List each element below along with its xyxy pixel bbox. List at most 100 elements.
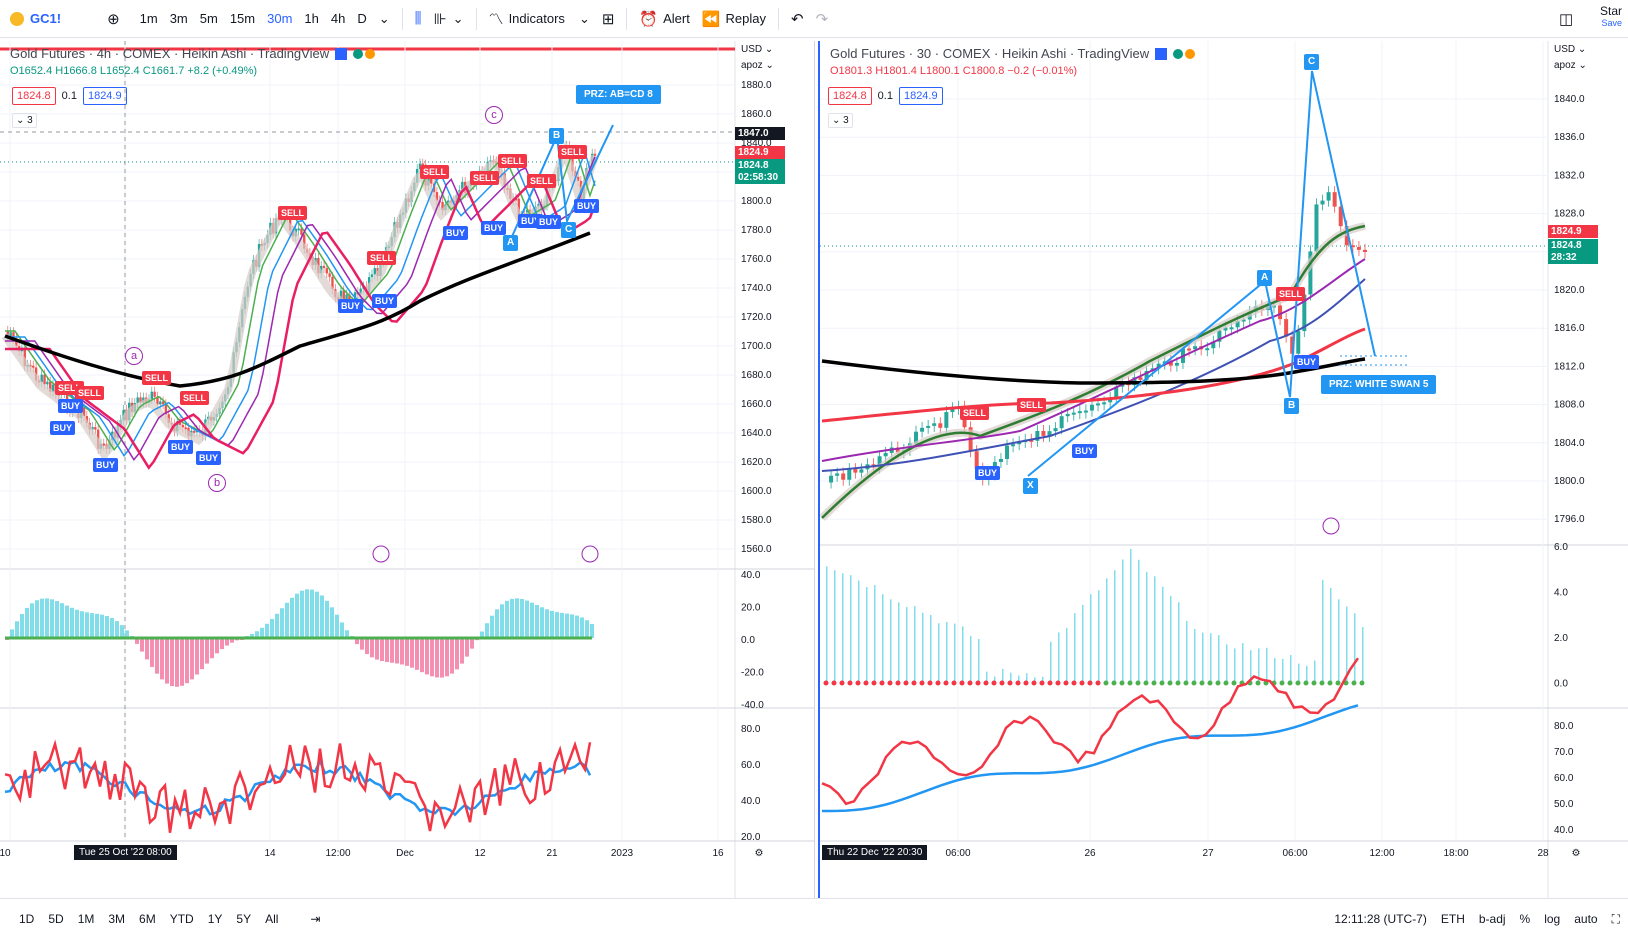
price-tick: 1836.0 <box>1554 132 1585 143</box>
left-chart-pane[interactable]: 1880.01860.01840.01820.01800.01780.01760… <box>0 41 815 898</box>
osc-bar <box>160 638 164 680</box>
osc-bar <box>1226 644 1228 683</box>
osc-bar <box>300 590 304 638</box>
ma-red <box>821 327 1366 423</box>
range-5y[interactable]: 5Y <box>236 912 252 926</box>
templates-button[interactable]: ⊞ <box>596 4 621 34</box>
indicators-label: Indicators <box>508 11 565 26</box>
candle-body <box>1241 319 1246 322</box>
chart-type-button[interactable]: ⊪ ⌄ <box>428 4 470 34</box>
osc-bar <box>1130 548 1132 683</box>
osc-bar <box>120 625 124 638</box>
osc-bar <box>906 607 908 683</box>
time-tick: 27 <box>1202 848 1214 859</box>
osc-dot <box>1079 680 1085 686</box>
osc-dot <box>1135 680 1141 686</box>
goto-date-icon[interactable]: ⇥ <box>310 912 321 926</box>
range-6m[interactable]: 6M <box>139 912 156 926</box>
ask-button[interactable]: 1824.9 <box>898 87 943 105</box>
right-chart-canvas[interactable]: 1840.01836.01832.01828.01824.01820.01816… <box>820 41 1628 898</box>
osc-bar <box>45 598 49 638</box>
status-dots <box>353 48 376 59</box>
candle-body <box>300 228 303 235</box>
compare-button[interactable]: ⊕ <box>101 4 126 34</box>
osc-bar <box>270 619 274 638</box>
osc-bar <box>1018 675 1020 683</box>
fullscreen-icon[interactable]: ⛶ <box>1611 911 1620 926</box>
osc-bar <box>15 621 19 638</box>
osc-bar <box>954 623 956 683</box>
range-1d[interactable]: 1D <box>19 912 35 926</box>
indicators-button[interactable]: 〽 Indicators ⌄ <box>483 4 596 34</box>
osc-bar <box>560 612 564 638</box>
osc-bar <box>1114 570 1116 683</box>
badj-button[interactable]: b-adj <box>1478 912 1506 926</box>
left-chart-canvas[interactable]: 1880.01860.01840.01820.01800.01780.01760… <box>0 41 815 898</box>
interval-5m[interactable]: 5m <box>199 11 218 26</box>
bid-button[interactable]: 1824.8 <box>12 87 56 105</box>
candle-body <box>461 181 464 191</box>
range-3m[interactable]: 3M <box>108 912 126 926</box>
log-button[interactable]: log <box>1544 912 1561 926</box>
symbol-search-button[interactable]: GC1! <box>0 4 67 34</box>
range-1m[interactable]: 1M <box>77 912 95 926</box>
star-save-button[interactable]: Star Save <box>1600 5 1622 29</box>
range-all[interactable]: All <box>265 912 279 926</box>
osc-dot <box>1215 680 1221 686</box>
alert-button[interactable]: ⏰ Alert <box>633 4 695 34</box>
osc-bar <box>570 614 574 638</box>
candle-body <box>1077 411 1082 414</box>
range-5d[interactable]: 5D <box>48 912 64 926</box>
interval-30m[interactable]: 30m <box>267 11 293 26</box>
interval-dropdown[interactable]: ⌄ <box>373 4 396 34</box>
replay-label: Replay <box>725 11 766 26</box>
layout-button[interactable]: ◫ <box>1553 4 1579 34</box>
price-tick: 1780.0 <box>741 225 772 236</box>
last-price-label: 1824.9 <box>1548 225 1598 238</box>
price-tick: 1832.0 <box>1554 170 1585 181</box>
range-ytd[interactable]: YTD <box>169 912 194 926</box>
ma-magenta <box>5 174 597 470</box>
price-tick: 1840.0 <box>741 138 772 149</box>
buy-signal-tag: BUY <box>574 199 600 213</box>
countdown-label: 28:32 <box>1548 251 1598 264</box>
percent-button[interactable]: % <box>1519 912 1531 926</box>
bid-button[interactable]: 1824.8 <box>828 87 872 105</box>
osc-bar <box>320 595 324 638</box>
interval-15m[interactable]: 15m <box>229 11 256 26</box>
interval-4h[interactable]: 4h <box>330 11 346 26</box>
osc-dot <box>1191 680 1197 686</box>
undo-button[interactable]: ↶ <box>785 4 810 34</box>
osc-dot <box>1063 680 1069 686</box>
bar-style-heikin-button[interactable]: ⫼ <box>409 4 428 34</box>
price-tick: 1560.0 <box>741 544 772 555</box>
osc-bar <box>495 609 499 638</box>
candle-body <box>23 347 26 367</box>
ask-button[interactable]: 1824.9 <box>82 87 127 105</box>
redo-icon: ↷ <box>815 10 829 28</box>
indicators-collapse-button[interactable]: ⌄ 3 <box>828 113 853 128</box>
interval-3m[interactable]: 3m <box>169 11 188 26</box>
range-1y[interactable]: 1Y <box>207 912 223 926</box>
candle-body <box>1089 404 1094 411</box>
candle-body <box>46 381 49 385</box>
candle-body <box>1144 371 1149 380</box>
right-chart-pane[interactable]: 1840.01836.01832.01828.01824.01820.01816… <box>818 41 1628 898</box>
redo-button[interactable]: ↷ <box>810 4 835 34</box>
price-tick: 1820.0 <box>1554 285 1585 296</box>
interval-1h[interactable]: 1h <box>304 11 319 26</box>
interval-d[interactable]: D <box>357 11 367 26</box>
osc-bar <box>255 631 259 638</box>
auto-button[interactable]: auto <box>1574 912 1598 926</box>
divider <box>778 7 779 30</box>
buy-signal-tag: BUY <box>58 399 84 413</box>
candle-body <box>1138 377 1143 380</box>
bottom-right-controls: 12:11:28 (UTC-7) ETH b-adj % log auto ⛶ <box>1334 912 1620 927</box>
clock[interactable]: 12:11:28 (UTC-7) <box>1334 912 1427 926</box>
session-button[interactable]: ETH <box>1440 912 1465 926</box>
replay-button[interactable]: ⏪ Replay <box>696 4 772 34</box>
interval-1m[interactable]: 1m <box>139 11 158 26</box>
sell-signal-tag: SELL <box>180 391 210 405</box>
osc-bar <box>890 599 892 683</box>
indicators-collapse-button[interactable]: ⌄ 3 <box>12 113 37 128</box>
